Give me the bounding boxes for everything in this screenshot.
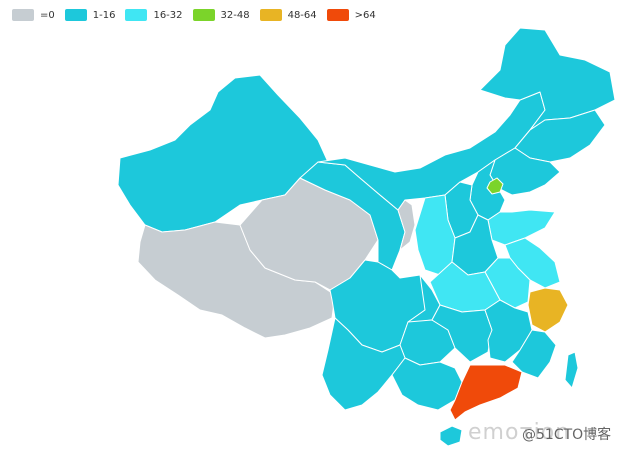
legend-label: =0 (40, 9, 55, 21)
legend-label: >64 (354, 9, 376, 21)
legend-item-1-16[interactable]: 1-16 (64, 9, 116, 21)
province-ningxia[interactable] (397, 199, 416, 251)
legend-swatch (259, 9, 282, 21)
legend-swatch (125, 9, 148, 21)
legend-label: 1-16 (92, 9, 116, 21)
legend-label: 48-64 (287, 9, 317, 21)
province-taiwan[interactable] (564, 351, 579, 389)
province-hunan[interactable] (431, 304, 493, 363)
province-heilongjiang[interactable] (479, 27, 616, 131)
legend-item-zero[interactable]: =0 (12, 9, 55, 21)
province-zhejiang[interactable] (527, 287, 569, 333)
province-guangdong[interactable] (449, 364, 523, 421)
watermark-text: emoτion (468, 420, 571, 445)
legend-swatch (192, 9, 215, 21)
province-tibet[interactable] (137, 221, 336, 339)
legend-item-48-64[interactable]: 48-64 (259, 9, 317, 21)
legend-item-16-32[interactable]: 16-32 (125, 9, 183, 21)
province-yunnan[interactable] (321, 317, 406, 411)
legend-item-gt-64[interactable]: >64 (326, 9, 376, 21)
province-shandong[interactable] (487, 209, 556, 246)
legend-swatch (12, 9, 34, 21)
legend-swatch (64, 9, 87, 21)
province-beijing[interactable] (486, 177, 504, 195)
legend: =0 1-16 16-32 32-48 48-64 >64 (12, 8, 376, 22)
legend-label: 32-48 (220, 9, 250, 21)
legend-item-32-48[interactable]: 32-48 (192, 9, 250, 21)
province-guangxi[interactable] (391, 357, 463, 411)
watermark-text: @51CTO博客 (522, 427, 612, 443)
province-fujian[interactable] (511, 329, 557, 379)
legend-swatch (326, 9, 349, 21)
province-hainan[interactable] (439, 425, 463, 447)
legend-label: 16-32 (153, 9, 183, 21)
